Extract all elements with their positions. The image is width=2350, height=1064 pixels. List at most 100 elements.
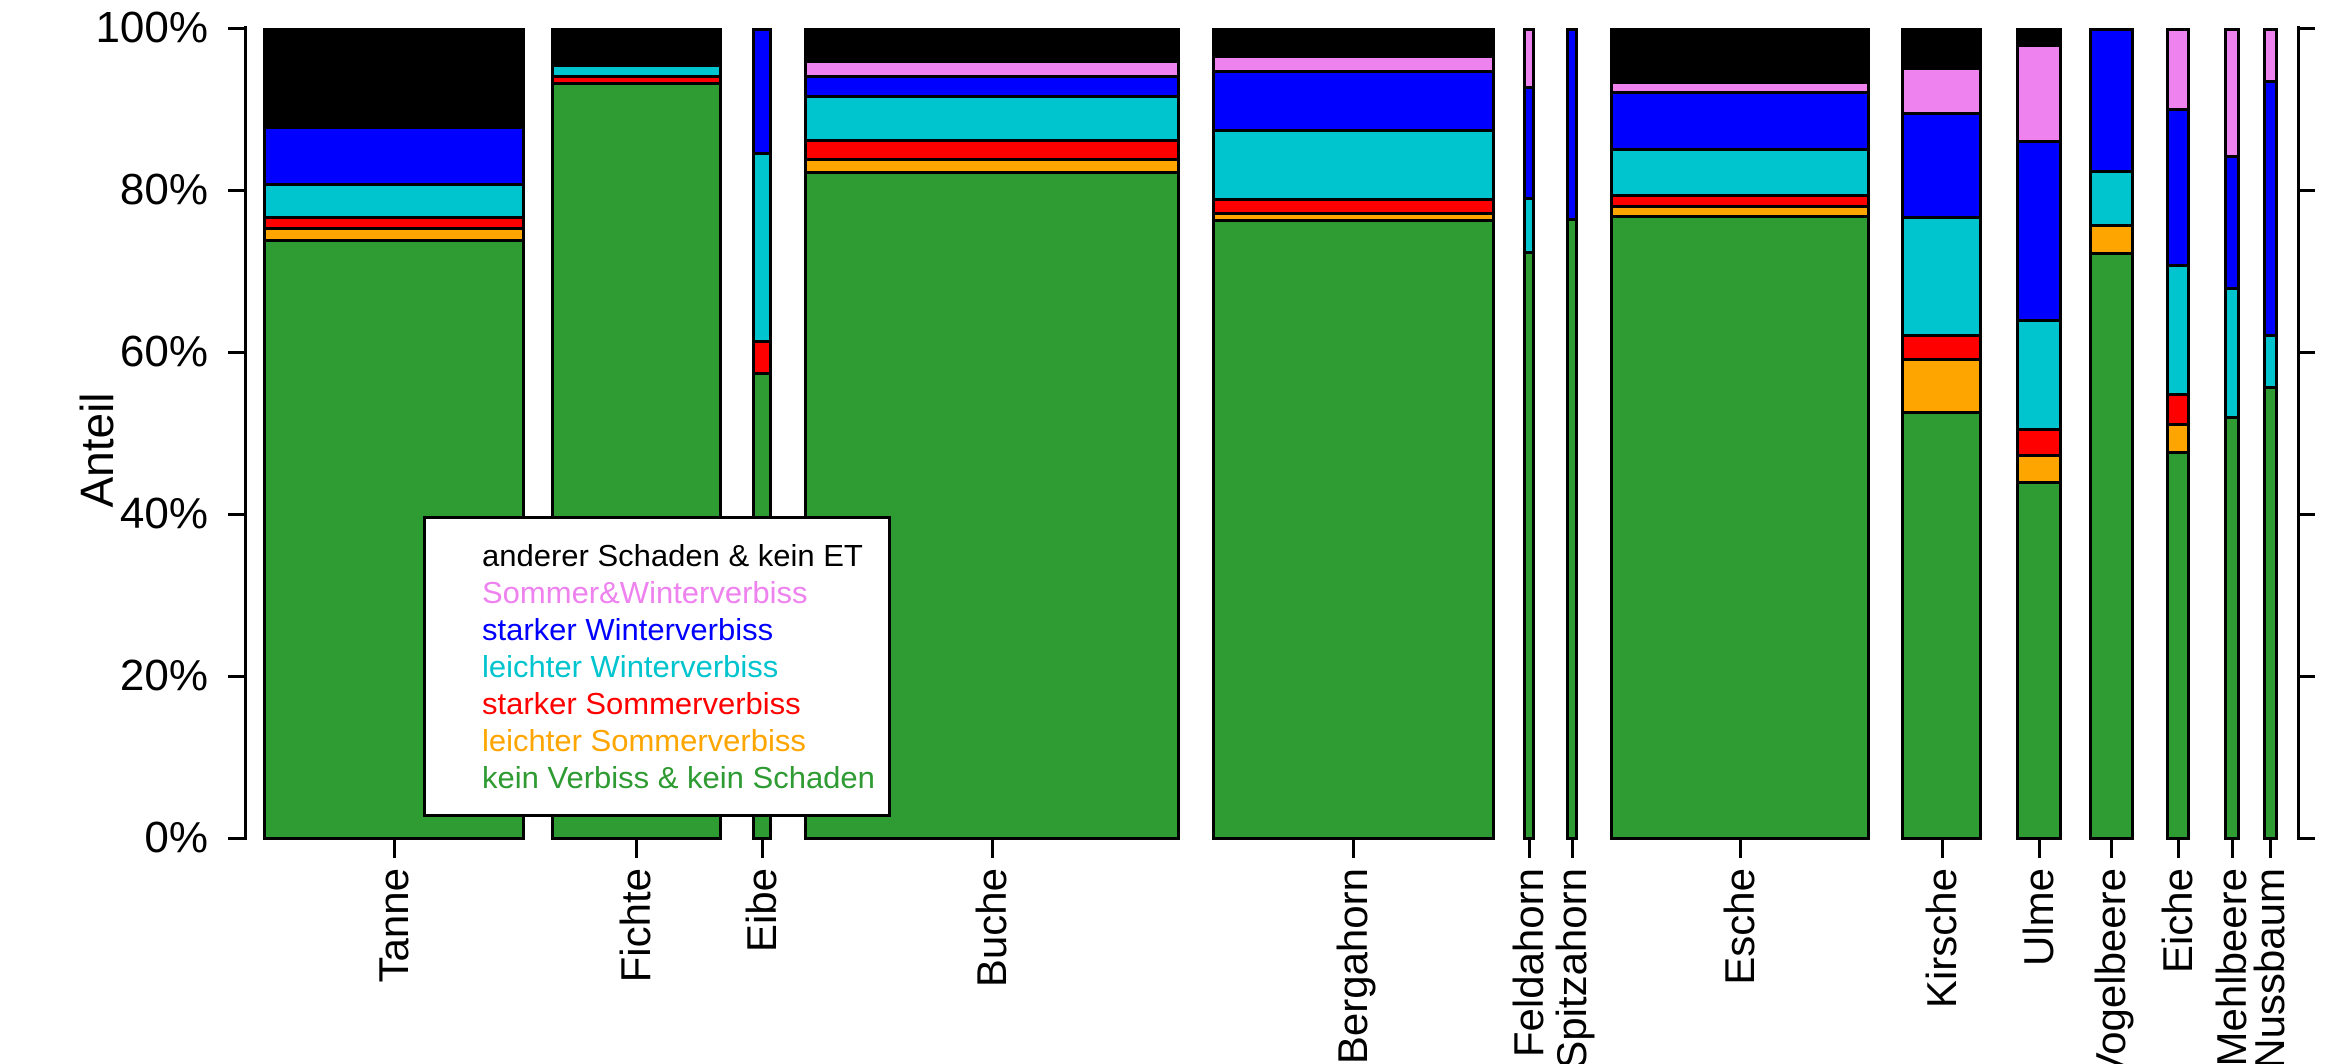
bar-segment-ulme-anderer-schaden-kein-et [2019, 31, 2059, 44]
bar-segment-vogelbeere-leichter-winterverbiss [2092, 170, 2131, 224]
x-tick-kirsche [1940, 838, 1944, 858]
x-label-vogelbeere: Vogelbeere [2087, 868, 2134, 1064]
bar-segment-mehlbeere-leichter-winterverbiss [2227, 287, 2237, 416]
legend: anderer Schaden & kein ET Sommer&Winterv… [423, 516, 891, 817]
bar-segment-nussbaum-leichter-winterverbiss [2266, 334, 2275, 387]
bar-esche [1610, 28, 1870, 840]
x-tick-esche [1738, 838, 1742, 858]
y-axis-title: Anteil [71, 392, 123, 508]
bar-segment-bergahorn-starker-winterverbiss [1215, 70, 1492, 130]
bar-segment-bergahorn-starker-sommerverbiss [1215, 197, 1492, 212]
bar-segment-ulme-starker-winterverbiss [2019, 140, 2059, 320]
bar-segment-feldahorn-sommer-winterverbiss [1526, 31, 1532, 86]
x-tick-fichte [634, 838, 638, 858]
bar-segment-vogelbeere-kein-verbiss-kein-schaden [2092, 252, 2131, 837]
bar-kirsche [1901, 28, 1982, 840]
bar-segment-buche-leichter-sommerverbiss [807, 158, 1177, 172]
bar-segment-spitzahorn-kein-verbiss-kein-schaden [1569, 218, 1575, 837]
legend-item-starker-sommerverbiss: starker Sommerverbiss [482, 686, 801, 721]
bar-segment-kirsche-anderer-schaden-kein-et [1904, 31, 1979, 68]
bar-segment-mehlbeere-kein-verbiss-kein-schaden [2227, 415, 2237, 837]
x-tick-vogelbeere [2109, 838, 2113, 858]
y-tick-right-60 [2297, 350, 2315, 354]
bar-segment-fichte-starker-sommerverbiss [554, 74, 719, 82]
legend-item-starker-winterverbiss: starker Winterverbiss [482, 612, 774, 647]
bar-segment-ulme-starker-sommerverbiss [2019, 428, 2059, 454]
bar-segment-feldahorn-starker-winterverbiss [1526, 86, 1532, 198]
y-tick-label-40: 40% [119, 489, 208, 538]
legend-item-leichter-winterverbiss: leichter Winterverbiss [482, 649, 779, 684]
y-tick-80 [228, 188, 246, 192]
y-tick-right-100 [2297, 26, 2315, 30]
bar-segment-buche-starker-sommerverbiss [807, 139, 1177, 159]
bar-segment-mehlbeere-sommer-winterverbiss [2227, 31, 2237, 156]
x-tick-ulme [2037, 838, 2041, 858]
bar-segment-eiche-starker-winterverbiss [2169, 107, 2187, 265]
bar-segment-nussbaum-kein-verbiss-kein-schaden [2266, 386, 2275, 837]
x-label-eibe: Eibe [738, 868, 785, 953]
y-tick-40 [228, 512, 246, 516]
bar-eiche [2166, 28, 2190, 840]
bar-ulme [2016, 28, 2062, 840]
bar-segment-fichte-leichter-winterverbiss [554, 63, 719, 75]
bar-segment-buche-leichter-winterverbiss [807, 94, 1177, 140]
bar-segment-bergahorn-sommer-winterverbiss [1215, 55, 1492, 71]
bar-segment-kirsche-starker-winterverbiss [1904, 112, 1979, 216]
bar-segment-eibe-leichter-winterverbiss [755, 152, 769, 341]
bar-segment-buche-sommer-winterverbiss [807, 60, 1177, 75]
bar-segment-tanne-starker-sommerverbiss [266, 215, 522, 228]
y-tick-right-80 [2297, 188, 2315, 192]
y-tick-label-80: 80% [119, 165, 208, 214]
bar-segment-nussbaum-starker-winterverbiss [2266, 79, 2275, 335]
y-tick-100 [228, 26, 246, 30]
bar-segment-eibe-starker-winterverbiss [755, 31, 769, 153]
legend-item-anderer-schaden: anderer Schaden & kein ET [482, 538, 863, 573]
y-tick-60 [228, 350, 246, 354]
x-tick-spitzahorn [1570, 838, 1574, 858]
y-tick-20 [228, 674, 246, 678]
bar-segment-esche-kein-verbiss-kein-schaden [1613, 214, 1867, 838]
bar-segment-esche-leichter-winterverbiss [1613, 148, 1867, 195]
x-tick-eiche [2176, 838, 2180, 858]
bar-segment-spitzahorn-starker-winterverbiss [1569, 31, 1575, 219]
bar-segment-kirsche-leichter-sommerverbiss [1904, 358, 1979, 411]
bar-segment-tanne-leichter-winterverbiss [266, 182, 522, 216]
bar-segment-vogelbeere-starker-winterverbiss [2092, 31, 2131, 171]
x-tick-tanne [392, 838, 396, 858]
bar-segment-tanne-leichter-sommerverbiss [266, 227, 522, 240]
x-label-ulme: Ulme [2015, 868, 2062, 967]
x-label-tanne: Tanne [370, 868, 417, 983]
x-label-buche: Buche [968, 868, 1015, 988]
x-label-kirsche: Kirsche [1918, 868, 1965, 1009]
bar-segment-ulme-kein-verbiss-kein-schaden [2019, 480, 2059, 837]
bar-segment-buche-starker-winterverbiss [807, 74, 1177, 95]
y-tick-label-0: 0% [144, 813, 208, 862]
bar-segment-ulme-sommer-winterverbiss [2019, 43, 2059, 141]
bar-segment-tanne-starker-winterverbiss [266, 125, 522, 183]
bar-segment-kirsche-leichter-winterverbiss [1904, 215, 1979, 334]
legend-item-sommer-winterverbiss: Sommer&Winterverbiss [482, 575, 808, 610]
x-label-feldahorn: Feldahorn [1505, 868, 1552, 1058]
bar-nussbaum [2263, 28, 2278, 840]
y-axis-left-spine [244, 26, 247, 840]
bar-segment-mehlbeere-starker-winterverbiss [2227, 155, 2237, 288]
bar-segment-esche-starker-winterverbiss [1613, 90, 1867, 149]
bar-segment-esche-anderer-schaden-kein-et [1613, 31, 1867, 82]
bar-segment-kirsche-sommer-winterverbiss [1904, 67, 1979, 113]
x-label-esche: Esche [1716, 868, 1763, 985]
bar-segment-kirsche-starker-sommerverbiss [1904, 333, 1979, 359]
y-tick-right-20 [2297, 674, 2315, 678]
x-tick-feldahorn [1527, 838, 1531, 858]
bar-segment-eiche-leichter-sommerverbiss [2169, 422, 2187, 452]
x-label-spitzahorn: Spitzahorn [1548, 868, 1595, 1064]
y-tick-label-20: 20% [119, 651, 208, 700]
y-tick-right-0 [2297, 836, 2315, 840]
bar-bergahorn [1212, 28, 1495, 840]
x-label-bergahorn: Bergahorn [1329, 868, 1376, 1064]
bar-segment-vogelbeere-leichter-sommerverbiss [2092, 223, 2131, 253]
bar-mehlbeere [2224, 28, 2240, 840]
bar-segment-buche-anderer-schaden-kein-et [807, 31, 1177, 61]
bar-segment-nussbaum-sommer-winterverbiss [2266, 31, 2275, 80]
bar-segment-esche-starker-sommerverbiss [1613, 194, 1867, 205]
